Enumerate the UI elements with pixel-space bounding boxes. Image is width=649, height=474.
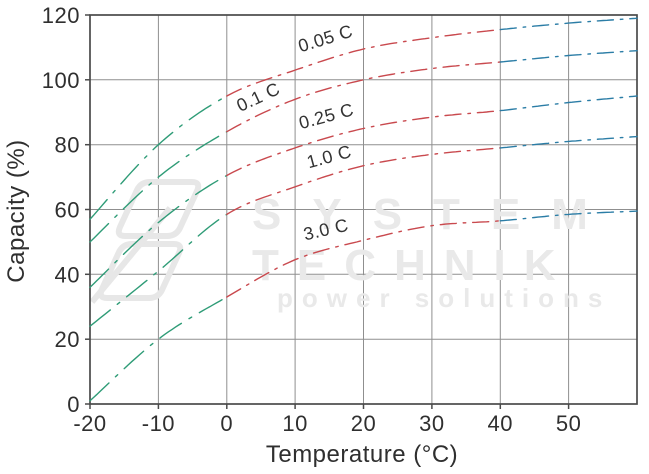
x-tick-label: 20 — [351, 411, 376, 436]
curves — [89, 17, 638, 402]
x-tick-label: 40 — [488, 411, 513, 436]
series-3-0-c — [499, 210, 638, 222]
watermark-logo-swoosh — [89, 179, 202, 304]
series-1-0-c — [499, 135, 638, 149]
y-tick-label: 40 — [55, 262, 80, 287]
series-0-25-c — [226, 109, 501, 177]
gridlines — [89, 14, 638, 405]
series-3-0-c — [89, 296, 228, 402]
series-0-1-c — [89, 131, 228, 243]
curve-label: 0.1 C — [234, 78, 284, 115]
series-0-25-c — [89, 174, 228, 288]
curve-label: 0.25 C — [297, 99, 356, 133]
y-tick-label: 60 — [55, 198, 80, 223]
watermark-line1: SYSTEM — [252, 190, 619, 239]
y-tick-label: 100 — [42, 68, 80, 93]
series-0-1-c — [226, 61, 501, 133]
x-tick-label: 50 — [556, 411, 581, 436]
series-0-05-c — [89, 95, 228, 220]
x-tick-label: 0 — [220, 411, 233, 436]
y-axis-title: Capacity (%) — [3, 139, 30, 282]
curve-label: 0.05 C — [296, 21, 355, 57]
series-1-0-c — [89, 213, 228, 327]
watermark-line3: power solutions — [277, 283, 611, 313]
y-tick-label: 80 — [55, 133, 80, 158]
y-tick-label: 20 — [55, 327, 80, 352]
series-3-0-c — [226, 220, 501, 298]
series-0-05-c — [499, 17, 638, 31]
series-0-05-c — [226, 28, 501, 97]
axis-ticks: -20 -10 0 10 20 30 40 50 0 20 40 60 80 100 120 — [42, 3, 581, 436]
watermark: SYSTEM TECHNIK power solutions — [89, 179, 619, 313]
x-tick-label: 10 — [282, 411, 307, 436]
series-1-0-c — [226, 147, 501, 216]
series-0-25-c — [499, 95, 638, 112]
x-tick-label: -20 — [73, 411, 106, 436]
y-tick-label: 120 — [42, 3, 80, 28]
x-tick-label: -10 — [142, 411, 175, 436]
series-0-1-c — [499, 50, 638, 63]
y-tick-label: 0 — [67, 392, 80, 417]
curve-label: 1.0 C — [305, 141, 354, 172]
watermark-line2: TECHNIK — [252, 241, 574, 290]
x-axis-title: Temperature (°C) — [266, 441, 458, 468]
x-tick-label: 30 — [419, 411, 444, 436]
plot-border — [89, 14, 638, 405]
